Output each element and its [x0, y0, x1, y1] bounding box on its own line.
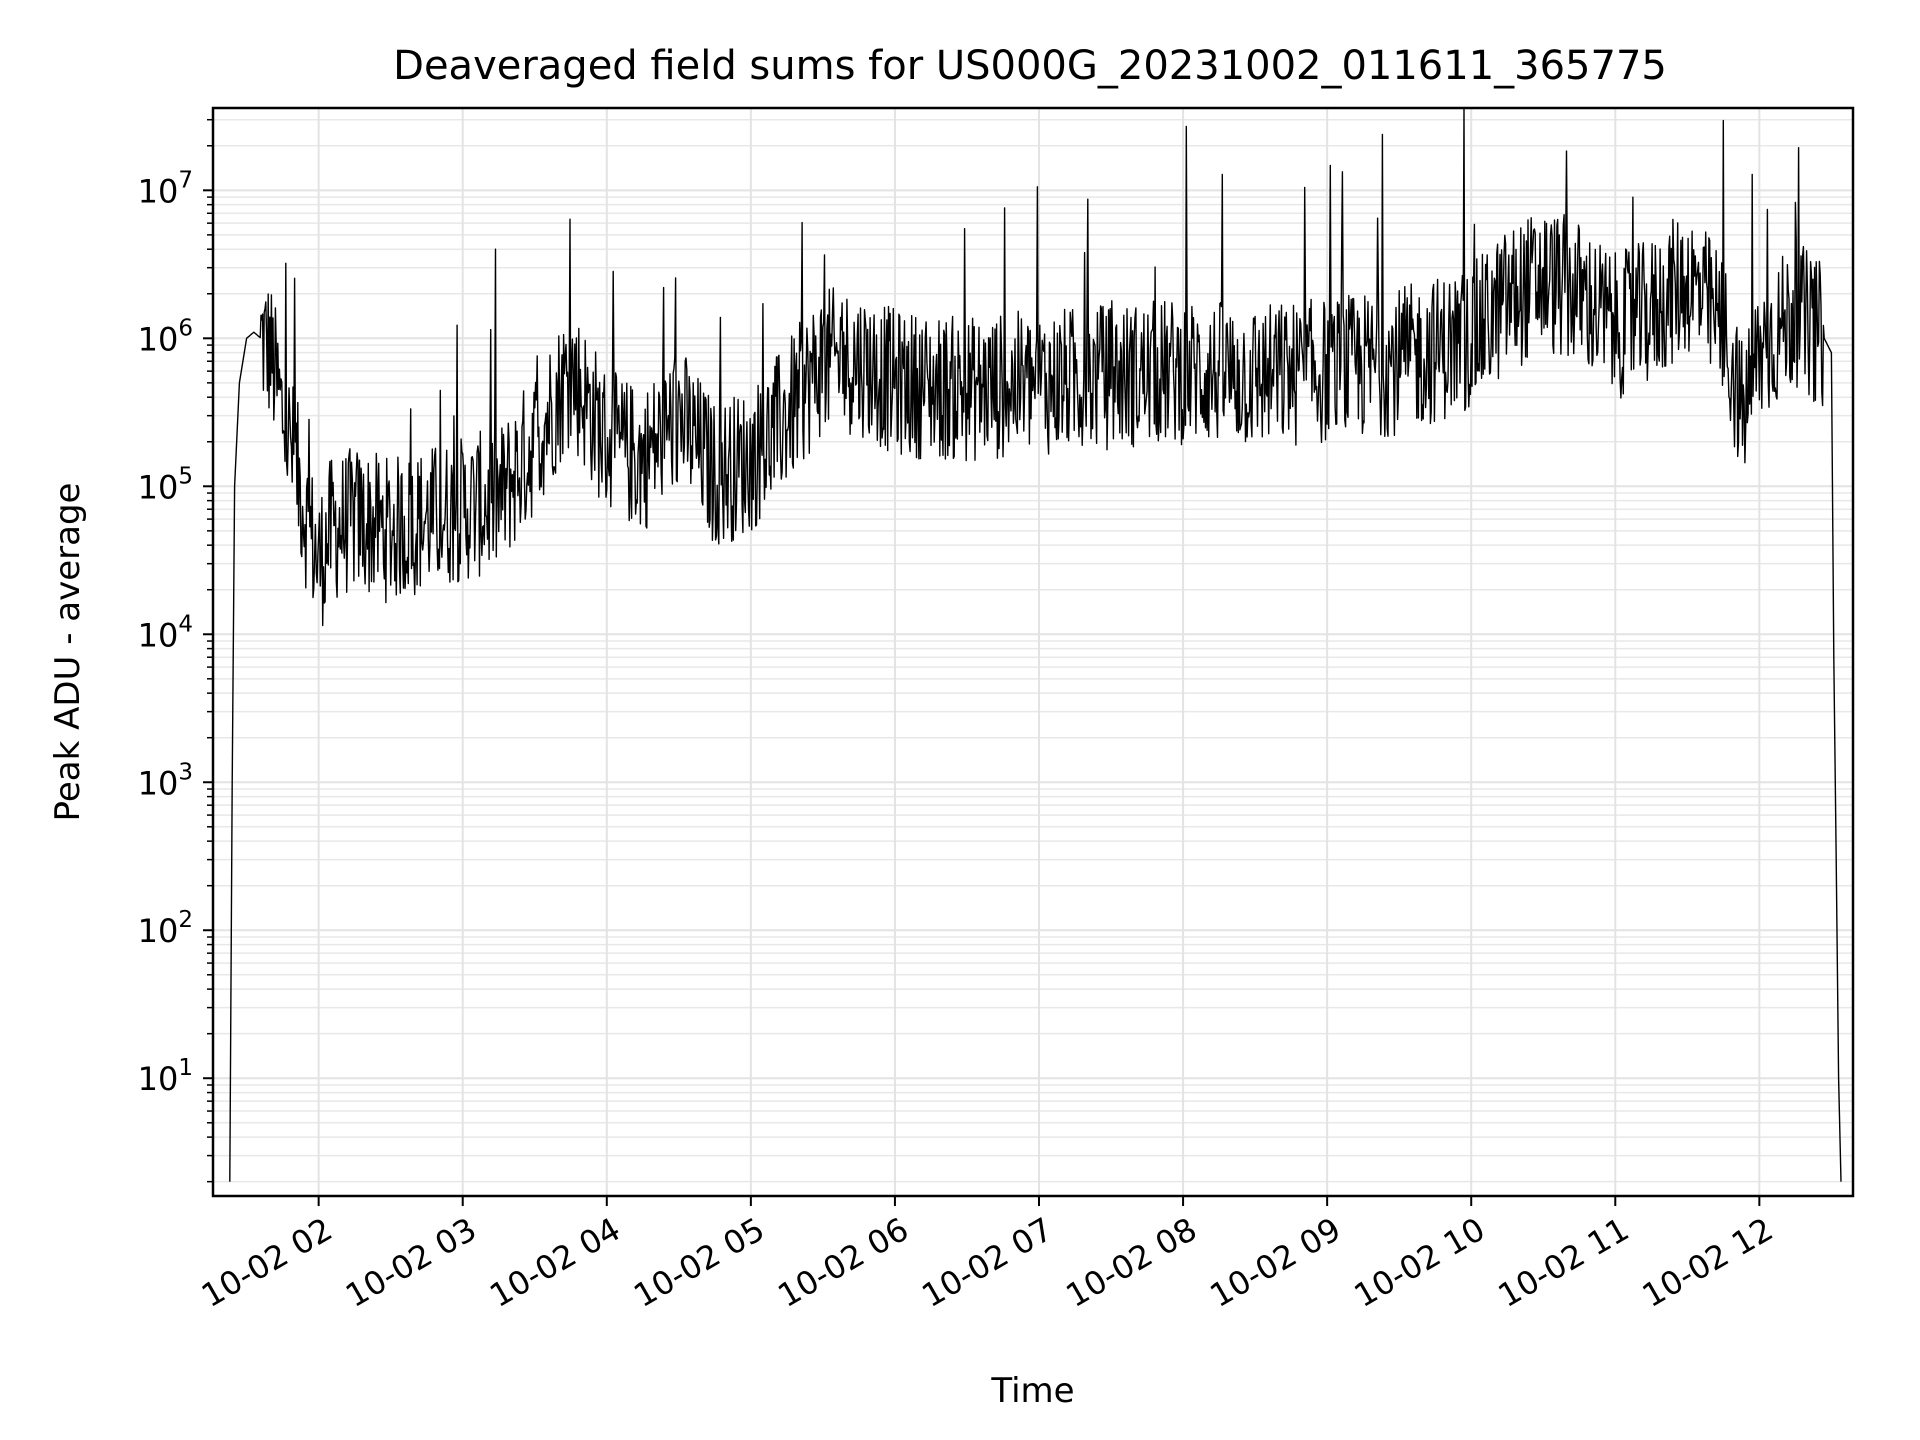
y-axis: 101 102 103 104 105 106 107 — [138, 118, 213, 1183]
x-tick-label: 10-02 03 — [339, 1210, 483, 1315]
x-tick-label: 10-02 12 — [1636, 1210, 1780, 1315]
y-axis-label: Peak ADU - average — [48, 483, 88, 822]
x-tick-label: 10-02 06 — [771, 1210, 915, 1315]
series-line-path — [229, 107, 1842, 1182]
x-axis: 10-02 02 10-02 03 10-02 04 10-02 05 10-02 06… — [195, 1196, 1779, 1315]
x-axis-label: Time — [990, 1371, 1074, 1411]
x-tick-label: 10-02 09 — [1204, 1210, 1348, 1315]
y-tick-label: 105 — [138, 463, 193, 506]
y-tick-label: 107 — [138, 167, 193, 210]
y-tick-label: 103 — [138, 759, 193, 802]
x-tick-label: 10-02 07 — [915, 1210, 1059, 1315]
grid — [213, 108, 1853, 1196]
x-tick-label: 10-02 10 — [1348, 1210, 1492, 1315]
plot-frame — [211, 106, 1855, 1198]
series-line — [229, 107, 1842, 1182]
y-tick-label: 104 — [138, 611, 193, 654]
x-tick-label: 10-02 11 — [1492, 1210, 1636, 1315]
x-tick-label: 10-02 05 — [627, 1210, 771, 1315]
x-tick-label: 10-02 04 — [483, 1210, 627, 1315]
y-tick-label: 106 — [138, 315, 193, 358]
y-tick-label: 101 — [138, 1055, 193, 1098]
x-tick-label: 10-02 02 — [195, 1210, 339, 1315]
y-tick-label: 102 — [138, 907, 193, 950]
x-tick-label: 10-02 08 — [1059, 1210, 1203, 1315]
chart-title: Deaveraged field sums for US000G_2023100… — [393, 43, 1667, 89]
